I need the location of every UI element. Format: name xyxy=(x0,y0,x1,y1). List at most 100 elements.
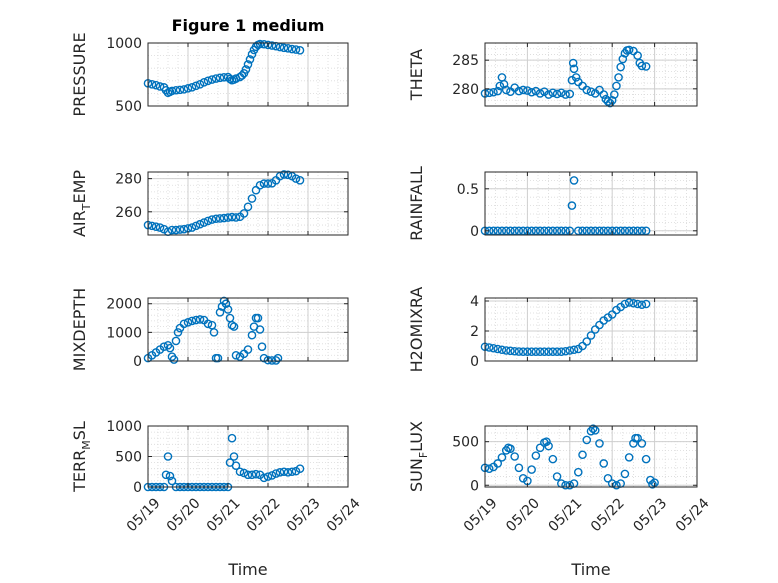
y-tick-label: 0 xyxy=(470,354,479,370)
data-point xyxy=(616,62,625,72)
data-point xyxy=(557,88,566,98)
data-point xyxy=(493,459,503,468)
data-point xyxy=(221,299,231,309)
data-point xyxy=(253,313,263,323)
data-point xyxy=(165,343,175,353)
data-point xyxy=(506,444,515,453)
data-point xyxy=(629,298,638,308)
data-point xyxy=(599,226,609,236)
data-point xyxy=(514,347,524,356)
axes-box xyxy=(484,425,698,488)
data-point xyxy=(637,61,647,71)
data-point xyxy=(263,472,273,481)
data-point xyxy=(561,226,570,236)
axes-box xyxy=(147,297,349,362)
x-tick-label: 05/22 xyxy=(244,495,284,535)
data-point xyxy=(239,209,249,218)
data-point xyxy=(568,58,578,68)
data-point xyxy=(231,461,241,470)
data-point xyxy=(629,226,638,236)
data-point xyxy=(612,81,621,91)
data-point xyxy=(633,226,642,236)
data-point xyxy=(624,45,634,55)
data-point xyxy=(169,355,179,364)
data-point xyxy=(612,226,621,236)
data-point xyxy=(599,459,609,468)
y-tick-label: 2000 xyxy=(106,297,142,313)
data-point xyxy=(235,467,245,477)
data-point xyxy=(179,85,189,94)
y-tick-label: 0 xyxy=(133,480,142,496)
axes-box xyxy=(484,42,698,107)
data-point xyxy=(247,330,257,340)
data-point xyxy=(229,322,239,331)
data-point xyxy=(291,45,301,54)
data-point xyxy=(243,60,253,69)
data-point xyxy=(501,446,511,455)
data-point xyxy=(646,475,655,485)
data-point xyxy=(614,73,623,82)
data-point xyxy=(578,450,587,460)
data-point xyxy=(569,176,579,185)
data-point xyxy=(203,319,213,329)
data-point xyxy=(215,214,225,223)
data-point xyxy=(523,347,532,357)
subplot-5: 0 1000 2000 MIXDEPTH xyxy=(70,288,349,371)
data-point xyxy=(573,226,583,236)
x-axis-label: Time xyxy=(570,560,610,579)
data-point xyxy=(518,473,528,483)
y-tick-label: 280 xyxy=(115,172,142,188)
data-point xyxy=(535,89,545,98)
data-point xyxy=(603,473,613,483)
data-point xyxy=(267,471,277,480)
y-axis-label: RAINFALL xyxy=(407,166,426,241)
data-point xyxy=(607,310,617,319)
y-axis-label: H2OMIXRA xyxy=(407,287,426,373)
data-point xyxy=(287,44,297,54)
data-point xyxy=(637,226,647,236)
y-tick-label: 285 xyxy=(452,53,479,69)
data-point xyxy=(183,318,193,327)
y-axis-label: PRESSURE xyxy=(70,32,89,116)
y-tick-label: 1000 xyxy=(106,419,142,435)
data-point xyxy=(497,345,507,355)
data-point xyxy=(283,170,293,180)
x-axis-label: Time xyxy=(227,560,267,579)
data-point xyxy=(582,85,592,95)
data-point xyxy=(637,439,647,448)
data-point xyxy=(251,185,261,195)
data-point xyxy=(624,453,634,462)
data-series xyxy=(143,170,305,236)
data-point xyxy=(247,50,257,59)
subplot-7: 05/19 05/20 05/21 05/22 05/23 05/24 0 500 1000 TE… xyxy=(70,419,364,579)
data-point xyxy=(586,426,596,436)
data-point xyxy=(484,464,494,474)
data-point xyxy=(633,51,642,60)
data-point xyxy=(493,344,503,354)
x-tick-label: 05/22 xyxy=(588,495,628,535)
axes-box xyxy=(147,42,349,107)
data-point xyxy=(531,347,541,357)
data-point xyxy=(542,437,551,446)
data-point xyxy=(527,226,536,236)
data-point xyxy=(552,89,562,99)
data-point xyxy=(179,319,189,329)
data-point xyxy=(582,226,592,236)
data-point xyxy=(527,347,536,357)
data-point xyxy=(506,346,515,356)
y-tick-label: 260 xyxy=(115,205,142,221)
data-point xyxy=(544,90,553,99)
y-tick-label: 500 xyxy=(452,435,479,451)
data-point xyxy=(227,320,237,330)
data-point xyxy=(633,433,642,443)
data-point xyxy=(561,346,570,356)
data-point xyxy=(279,170,289,179)
data-point xyxy=(255,39,265,49)
data-point xyxy=(641,62,651,71)
data-point xyxy=(514,86,524,96)
data-point xyxy=(510,346,519,356)
data-point xyxy=(207,215,217,224)
data-point xyxy=(191,315,201,325)
y-tick-label: 0 xyxy=(133,354,142,370)
data-point xyxy=(275,468,285,477)
